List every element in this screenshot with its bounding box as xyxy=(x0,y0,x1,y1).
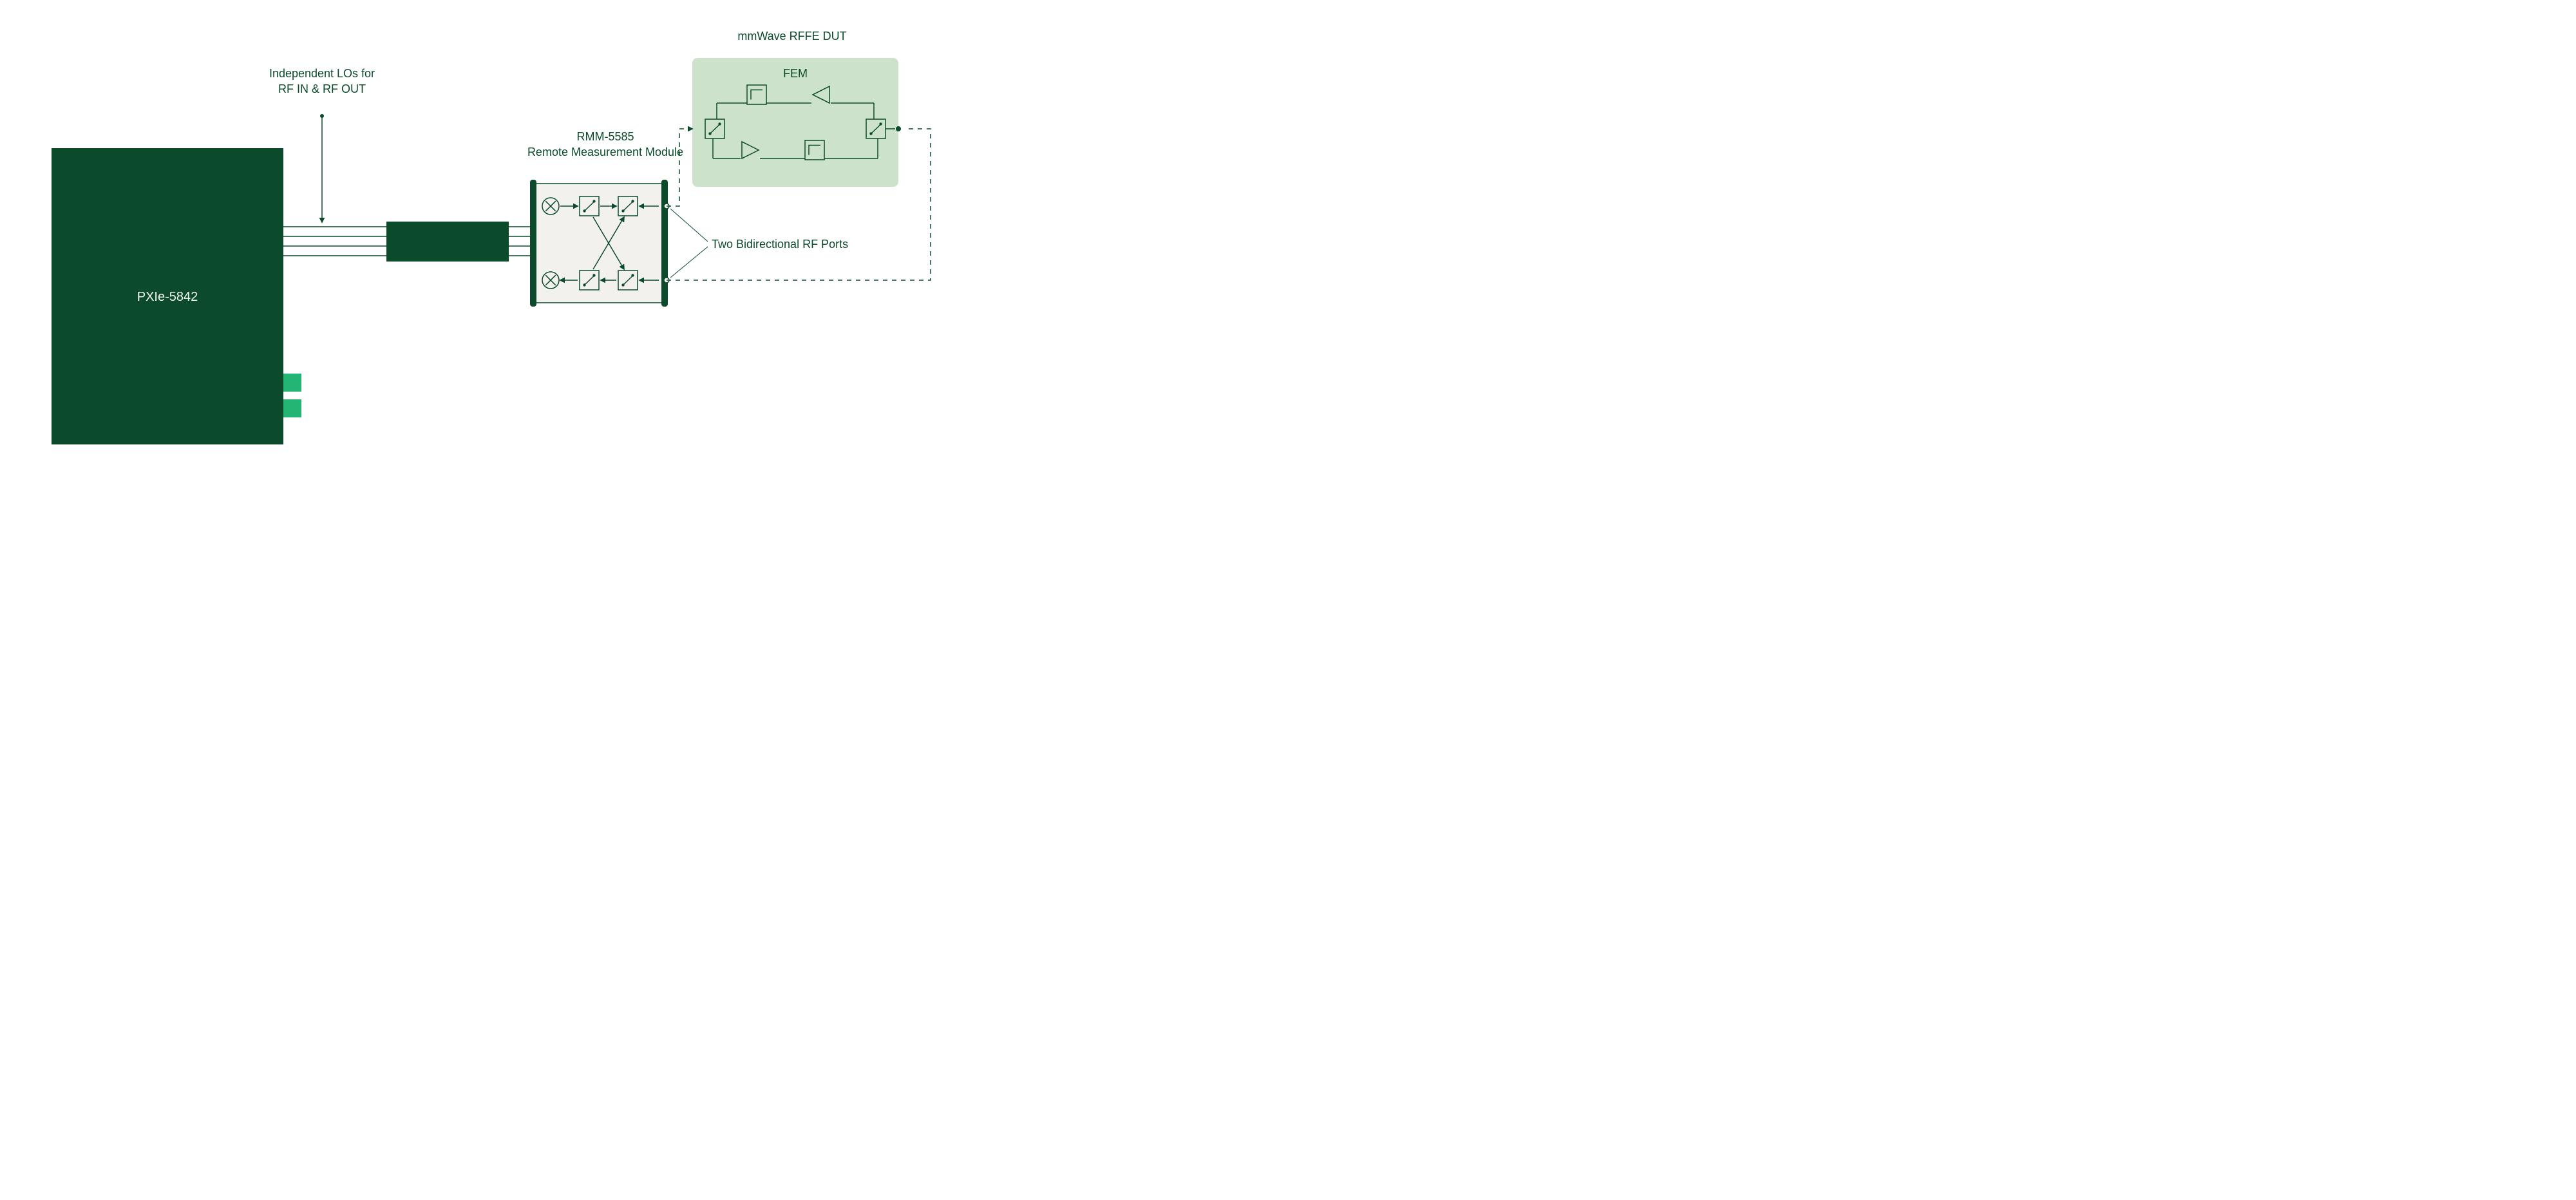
lo-label-2: RF IN & RF OUT xyxy=(278,82,366,95)
pxie-tab-1 xyxy=(283,399,301,417)
port-lead-2 xyxy=(670,247,708,278)
lo-label-1: Independent LOs for xyxy=(269,67,375,80)
port-label: Two Bidirectional RF Ports xyxy=(712,238,848,251)
port-lead-1 xyxy=(670,209,708,242)
dashed-top xyxy=(667,129,692,206)
rmm-title-2: Remote Measurement Module xyxy=(527,146,683,158)
pxie-tab-0 xyxy=(283,374,301,392)
rmm-cap-right xyxy=(661,180,668,307)
dut-title: mmWave RFFE DUT xyxy=(737,30,846,43)
pxie-label: PXIe-5842 xyxy=(137,290,198,304)
dut-fem-label: FEM xyxy=(783,67,808,80)
rmm-title-1: RMM-5585 xyxy=(576,130,634,143)
cable-connector xyxy=(386,222,509,262)
rmm-cap-left xyxy=(530,180,536,307)
dut-port-right xyxy=(896,126,901,131)
